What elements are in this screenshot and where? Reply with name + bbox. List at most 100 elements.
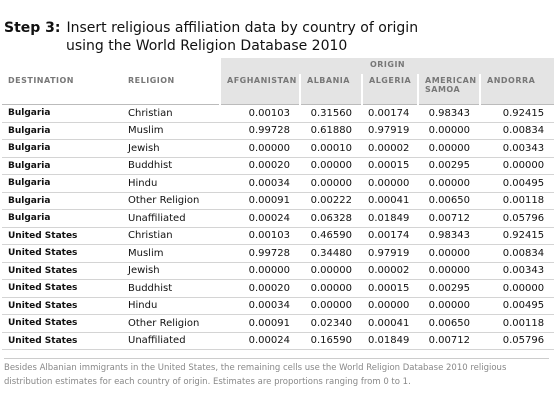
column-header: AFGHANISTAN	[219, 74, 300, 105]
proportion: 0.00343	[480, 139, 555, 158]
religion: Jewish	[122, 262, 220, 280]
proportion: 0.99728	[220, 244, 300, 263]
group-header-row: ORIGIN	[2, 58, 555, 74]
proportion: 0.00000	[300, 262, 362, 280]
proportion: 0.00650	[418, 314, 480, 333]
table-row: United States Jewish 0.00000 0.00000 0.00002…	[2, 262, 555, 280]
proportion: 0.00041	[362, 192, 418, 210]
spacer	[2, 58, 220, 74]
proportion: 0.00000	[300, 174, 362, 193]
proportion: 0.92415	[480, 104, 555, 123]
proportion: 0.97919	[362, 122, 418, 140]
destination: United States	[2, 314, 122, 333]
proportion: 0.00834	[480, 244, 555, 263]
proportion: 0.00015	[362, 279, 418, 298]
table-row: United States Muslim 0.99728 0.34480 0.97919…	[2, 244, 555, 263]
proportion: 0.00034	[220, 174, 300, 193]
column-header: ALBANIA	[299, 74, 362, 105]
destination: Bulgaria	[2, 139, 122, 158]
proportion: 0.16590	[300, 332, 362, 350]
proportion: 0.00000	[418, 297, 480, 315]
proportion: 0.00174	[362, 104, 418, 123]
title-line: Insert religious affiliation data by cou…	[66, 20, 419, 36]
proportion: 0.61880	[300, 122, 362, 140]
proportion: 0.00712	[418, 209, 480, 228]
religion: Unaffiliated	[122, 209, 220, 228]
proportion: 0.46590	[300, 227, 362, 245]
proportion: 0.00000	[220, 139, 300, 158]
destination: United States	[2, 227, 122, 245]
proportion: 0.00002	[362, 262, 418, 280]
religion: Other Religion	[122, 192, 220, 210]
title: Step 3: Insert religious affiliation data…	[4, 20, 418, 36]
proportion: 0.00295	[418, 157, 480, 175]
title-line: using the World Religion Database 2010	[66, 38, 348, 54]
destination: Bulgaria	[2, 122, 122, 140]
table-row: United States Other Religion 0.00091 0.0234…	[2, 314, 555, 333]
destination: Bulgaria	[2, 192, 122, 210]
note: Besides Albanian immigrants in the Unite…	[4, 358, 549, 389]
religion: Unaffiliated	[122, 332, 220, 350]
destination: United States	[2, 332, 122, 350]
table-row: United States Unaffiliated 0.00024 0.16590 0…	[2, 332, 555, 350]
proportion: 0.00041	[362, 314, 418, 333]
proportion: 0.00295	[418, 279, 480, 298]
proportion: 0.00015	[362, 157, 418, 175]
proportion: 0.98343	[418, 227, 480, 245]
proportion: 0.00000	[418, 262, 480, 280]
destination: Bulgaria	[2, 174, 122, 193]
proportion: 0.00000	[480, 279, 555, 298]
column-header: AMERICAN SAMOA	[417, 74, 480, 105]
religion: Christian	[122, 104, 220, 123]
proportion: 0.00002	[362, 139, 418, 158]
religion: Hindu	[122, 174, 220, 193]
destination: United States	[2, 279, 122, 298]
proportion: 0.00024	[220, 332, 300, 350]
table-row: United States Christian 0.00103 0.46590 0.00…	[2, 227, 555, 245]
destination: United States	[2, 297, 122, 315]
proportion: 0.00000	[362, 297, 418, 315]
proportion: 0.06328	[300, 209, 362, 228]
proportion: 0.99728	[220, 122, 300, 140]
religion: Muslim	[122, 244, 220, 263]
step-label: Step 3:	[4, 20, 61, 36]
proportion: 0.34480	[300, 244, 362, 263]
proportion: 0.00495	[480, 297, 555, 315]
proportion: 0.00495	[480, 174, 555, 193]
proportion: 0.00000	[418, 139, 480, 158]
proportion: 0.00020	[220, 279, 300, 298]
table-row: United States Hindu 0.00034 0.00000 0.00000 0…	[2, 297, 555, 315]
proportion: 0.00000	[220, 262, 300, 280]
proportion: 0.00000	[362, 174, 418, 193]
column-header-row: DESTINATION RELIGION AFGHANISTAN ALBANIA ALG…	[2, 74, 555, 105]
proportion: 0.00000	[300, 279, 362, 298]
destination: Bulgaria	[2, 157, 122, 175]
proportion: 0.05796	[480, 209, 555, 228]
proportion: 0.00000	[418, 174, 480, 193]
table-row: United States Buddhist 0.00020 0.00000 0.000…	[2, 279, 555, 298]
table-body: Bulgaria Christian 0.00103 0.31560 0.00174 0.…	[2, 104, 555, 350]
religion: Other Religion	[122, 314, 220, 333]
religion: Muslim	[122, 122, 220, 140]
table-row: Bulgaria Hindu 0.00034 0.00000 0.00000 0.0000…	[2, 174, 555, 193]
table-row: Bulgaria Buddhist 0.00020 0.00000 0.00015 0.0…	[2, 157, 555, 175]
proportion: 0.05796	[480, 332, 555, 350]
table-row: Bulgaria Unaffiliated 0.00024 0.06328 0.0184…	[2, 209, 555, 228]
proportion: 0.01849	[362, 209, 418, 228]
group-label: ORIGIN	[218, 58, 555, 74]
proportion: 0.00000	[418, 244, 480, 263]
proportion: 0.00174	[362, 227, 418, 245]
proportion: 0.00020	[220, 157, 300, 175]
proportion: 0.00091	[220, 314, 300, 333]
religion: Jewish	[122, 139, 220, 158]
table-head: ORIGIN DESTINATION RELIGION AFGHANISTAN ALBA…	[2, 58, 555, 105]
proportion: 0.00650	[418, 192, 480, 210]
proportion: 0.01849	[362, 332, 418, 350]
proportion: 0.00222	[300, 192, 362, 210]
proportion: 0.31560	[300, 104, 362, 123]
proportion: 0.00118	[480, 314, 555, 333]
religion: Buddhist	[122, 279, 220, 298]
column-header: RELIGION	[122, 74, 220, 105]
column-header: DESTINATION	[2, 74, 122, 105]
